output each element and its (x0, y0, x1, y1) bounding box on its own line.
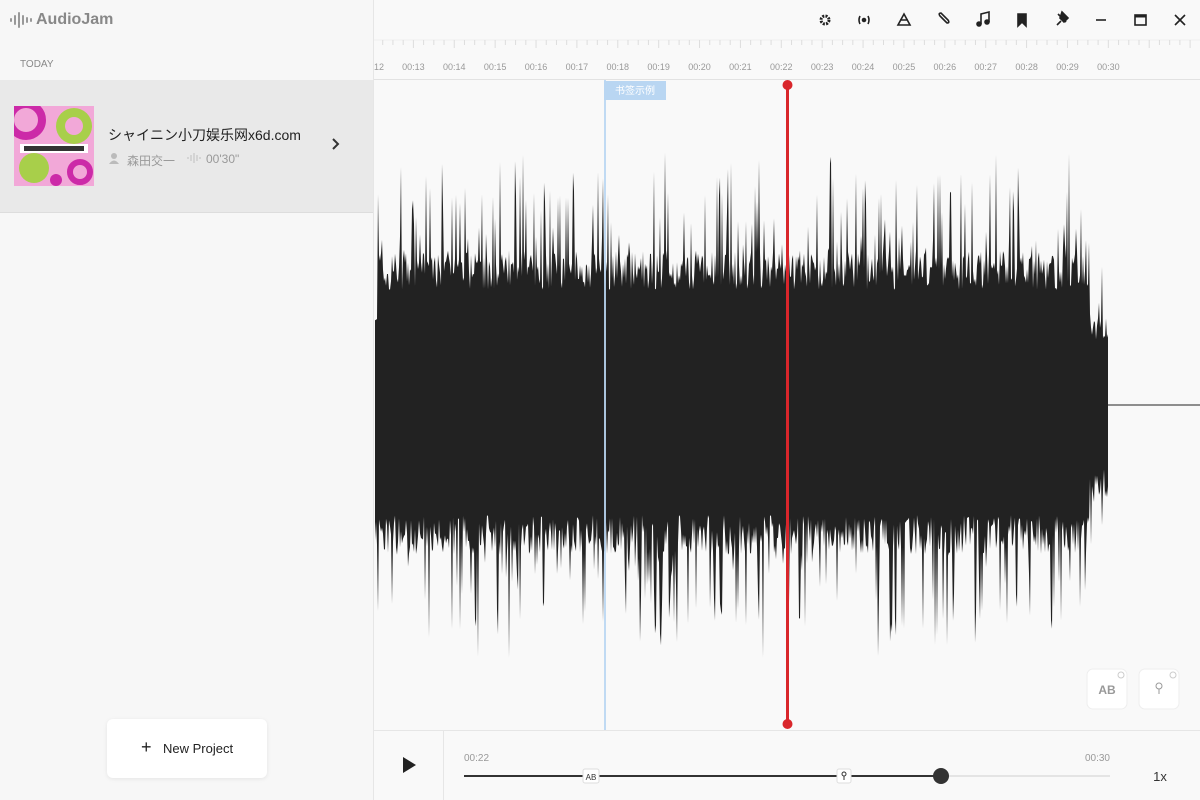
new-project-button[interactable]: + New Project (107, 719, 267, 778)
bookmark-label: 书签示例 (615, 84, 655, 97)
ruler-label: 12 (374, 62, 384, 72)
logo-icon (10, 12, 32, 28)
ruler-label: 00:23 (811, 62, 834, 72)
album-art (14, 106, 94, 186)
settings-icon[interactable] (819, 14, 831, 26)
pin-icon[interactable] (1056, 10, 1070, 26)
new-project-label: New Project (163, 741, 234, 756)
playhead-bottom[interactable] (782, 719, 793, 729)
chevron (332, 138, 340, 150)
editor: 12 00:13 00:14 00:15 00:16 00:17 00:18 00:19 00:… (374, 10, 1200, 800)
attach-icon[interactable] (938, 12, 950, 24)
duration-icon (187, 153, 201, 163)
ruler-label: 00:22 (770, 62, 793, 72)
start-time: 00:22 (464, 753, 489, 764)
sidebar: AudioJam TODAY シャイニン小刀娱乐网x6d.com 森田交一 00… (0, 0, 374, 800)
ruler-label: 00:24 (852, 62, 875, 72)
ruler-label: 00:14 (443, 62, 466, 72)
playhead (786, 85, 789, 724)
ab-marker-label: AB (586, 773, 597, 782)
project-duration: 00'30" (206, 152, 240, 166)
plus-icon: + (141, 737, 152, 757)
toolbar (819, 10, 1186, 28)
ruler-label: 00:26 (934, 62, 957, 72)
marker-button[interactable] (1138, 668, 1180, 710)
ruler-label: 00:25 (893, 62, 916, 72)
section-label: TODAY (20, 59, 54, 70)
ruler-label: 00:17 (566, 62, 589, 72)
waveform (375, 152, 1108, 658)
close-icon[interactable] (1174, 14, 1186, 26)
ruler-label: 00:29 (1056, 62, 1079, 72)
ab-marker[interactable] (582, 768, 600, 784)
metronome-icon[interactable] (896, 12, 912, 26)
ruler-label: 00:30 (1097, 62, 1120, 72)
ruler-label: 00:19 (647, 62, 670, 72)
ruler-label: 00:18 (607, 62, 630, 72)
music-icon[interactable] (980, 10, 990, 24)
broadcast-icon[interactable] (858, 15, 870, 25)
ab-button[interactable]: AB (1086, 668, 1128, 710)
ruler: 12 00:13 00:14 00:15 00:16 00:17 00:18 00:19 00:… (374, 40, 1191, 72)
artist-icon (109, 153, 119, 164)
app-name: AudioJam (36, 11, 114, 28)
end-time: 00:30 (1085, 753, 1110, 764)
project-artist: 森田交一 (127, 154, 176, 168)
ab-label: AB (1098, 683, 1116, 697)
project-title: シャイニン小刀娱乐网x6d.com (108, 127, 301, 143)
project-item[interactable]: シャイニン小刀娱乐网x6d.com 森田交一 00'30" (0, 80, 373, 213)
ruler-label: 00:21 (729, 62, 752, 72)
ruler-label: 00:28 (1015, 62, 1038, 72)
playhead-top[interactable] (782, 80, 793, 90)
speed-label[interactable]: 1x (1153, 769, 1167, 784)
bookmark-icon[interactable] (1017, 13, 1027, 28)
bookmark-tag[interactable] (604, 81, 666, 100)
ruler-label: 00:13 (402, 62, 425, 72)
ruler-label: 00:16 (525, 62, 548, 72)
play-button[interactable] (403, 757, 416, 773)
ruler-label: 00:15 (484, 62, 507, 72)
slider-knob[interactable] (933, 768, 949, 784)
ruler-label: 00:27 (974, 62, 997, 72)
ruler-label: 00:20 (688, 62, 711, 72)
bookmark-line (604, 80, 606, 730)
